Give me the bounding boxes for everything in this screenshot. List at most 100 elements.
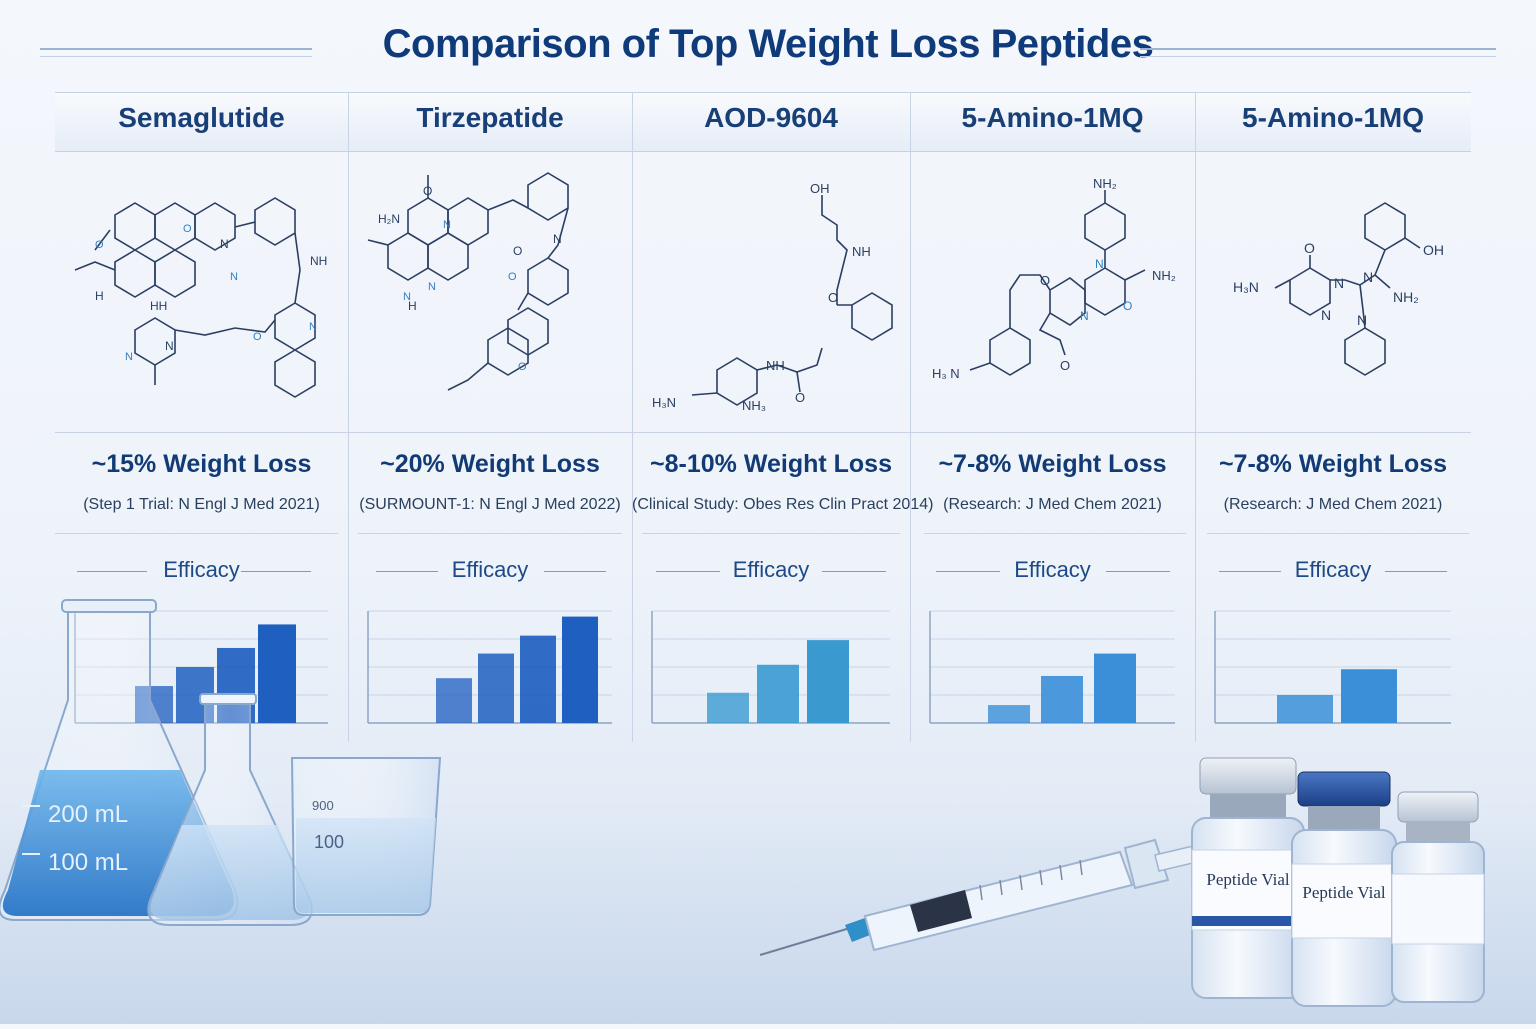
- column-divider: [1195, 92, 1196, 742]
- svg-text:N: N: [1334, 275, 1344, 291]
- efficacy-rule-right: [1385, 571, 1447, 572]
- nh2-label: NH₂: [1393, 289, 1419, 305]
- column-divider: [910, 92, 911, 742]
- efficacy-bar: [1341, 669, 1397, 723]
- efficacy-label: Efficacy: [1294, 557, 1372, 582]
- comparison-grid: Semaglutide O O N O N N: [55, 92, 1471, 742]
- efficacy-label: Efficacy: [163, 557, 240, 582]
- column-divider: [348, 92, 349, 742]
- svg-text:O: O: [423, 184, 432, 198]
- molecule-drawing: N O N O N H₂N O N H O: [367, 172, 569, 391]
- section-rule: [642, 533, 900, 534]
- svg-text:NH: NH: [310, 254, 327, 268]
- svg-text:O: O: [828, 290, 838, 305]
- column-name: AOD-9604: [704, 102, 838, 133]
- svg-text:N: N: [1080, 309, 1089, 323]
- nh3-label: NH₃: [742, 398, 766, 413]
- efficacy-chart-svg: [651, 610, 890, 724]
- efficacy-label: Efficacy: [1014, 557, 1091, 582]
- efficacy-rule-left: [936, 571, 1000, 572]
- efficacy-chart: [348, 607, 632, 727]
- molecule-structure: OH NH H₃N NH₃ NH O O: [632, 170, 910, 420]
- svg-text:O: O: [795, 390, 805, 405]
- efficacy-bar: [436, 678, 472, 723]
- title-rule-left: [40, 48, 312, 57]
- h3n-label: H₃N: [652, 395, 676, 410]
- svg-text:O: O: [513, 244, 522, 258]
- nh-label: NH: [852, 244, 871, 259]
- row-divider: [55, 432, 1471, 433]
- glassware-drawing: 200 mL 100 mL 900 100: [0, 599, 442, 926]
- svg-text:NH: NH: [766, 358, 785, 373]
- efficacy-rule-left: [656, 571, 720, 572]
- beaker-label-100: 100: [314, 832, 344, 852]
- citation: (Research: J Med Chem 2021): [943, 496, 1162, 513]
- efficacy-bar: [520, 635, 556, 723]
- column-5-amino-1mq: 5-Amino-1MQ N N O NH₂ NH₂ H₃ N O O: [910, 92, 1195, 742]
- header-bar: [55, 92, 1471, 152]
- svg-text:O: O: [95, 239, 104, 251]
- weight-loss-label: ~7-8% Weight Loss: [1218, 450, 1448, 478]
- svg-text:N: N: [1095, 257, 1104, 271]
- molecule-drawing: OH NH H₃N NH₃ NH O O: [652, 181, 893, 413]
- weight-loss-label: ~8-10% Weight Loss: [650, 450, 892, 478]
- svg-text:O: O: [1304, 240, 1315, 256]
- svg-text:O: O: [1040, 273, 1050, 288]
- efficacy-chart-svg: [1214, 610, 1451, 724]
- svg-text:N: N: [1357, 312, 1367, 328]
- syringe-and-vials: Peptide Vial Peptide Vial: [740, 740, 1536, 1024]
- citation: (Clinical Study: Obes Res Clin Pract 201…: [632, 496, 934, 513]
- efficacy-rule-left: [1219, 571, 1281, 572]
- syringe: [759, 838, 1215, 956]
- efficacy-bar: [1041, 675, 1083, 723]
- svg-text:O: O: [518, 361, 527, 373]
- column-aod-9604: AOD-9604 OH NH H₃N NH₃ NH O O ~8-10% Weigh…: [632, 92, 934, 742]
- flask-label-200: 200 mL: [48, 801, 128, 828]
- syringe-vials-drawing: Peptide Vial Peptide Vial: [759, 757, 1485, 1007]
- svg-text:O: O: [253, 331, 262, 343]
- svg-text:N: N: [428, 281, 436, 293]
- efficacy-bar: [1094, 653, 1136, 723]
- svg-text:H: H: [408, 299, 417, 313]
- section-rule: [358, 533, 622, 534]
- column-name: Tirzepatide: [416, 102, 564, 133]
- efficacy-rule-left: [376, 571, 438, 572]
- citation: (Step 1 Trial: N Engl J Med 2021): [83, 496, 320, 513]
- section-rule: [1207, 533, 1469, 534]
- efficacy-rule-right: [241, 571, 311, 572]
- efficacy-rule-right: [822, 571, 886, 572]
- page-title: Comparison of Top Weight Loss Peptides: [382, 22, 1154, 66]
- svg-text:O: O: [183, 223, 192, 235]
- page-title-wrap: Comparison of Top Weight Loss Peptides: [0, 22, 1536, 67]
- molecule-drawing: N N O NH₂ NH₂ H₃ N O O: [932, 176, 1176, 381]
- peptide-vial-2: Peptide Vial: [1291, 771, 1397, 1007]
- efficacy-rule-right: [544, 571, 606, 572]
- svg-text:O: O: [508, 271, 517, 283]
- svg-text:N: N: [1363, 269, 1373, 285]
- weight-loss-label: ~15% Weight Loss: [91, 450, 312, 478]
- beaker-label-900: 900: [312, 798, 334, 813]
- column-tirzepatide: Tirzepatide N O N O N: [348, 92, 632, 742]
- section-rule: [924, 533, 1186, 534]
- molecule-structure: N O N O N H₂N O N H O: [348, 170, 632, 420]
- efficacy-chart-svg: [367, 610, 612, 724]
- column-divider: [632, 92, 633, 742]
- weight-loss-label: ~7-8% Weight Loss: [938, 450, 1167, 478]
- column-name: 5-Amino-1MQ: [961, 102, 1144, 133]
- svg-text:HH: HH: [150, 299, 167, 313]
- citation: (SURMOUNT-1: N Engl J Med 2022): [359, 496, 621, 513]
- peptide-vial-3: [1391, 791, 1485, 1003]
- column-name: 5-Amino-1MQ: [1242, 102, 1424, 133]
- efficacy-bar: [988, 705, 1030, 723]
- h3n-label: H₃ N: [932, 366, 960, 381]
- column-name: Semaglutide: [118, 102, 285, 133]
- peptide-vial-1: Peptide Vial: [1191, 757, 1305, 999]
- efficacy-bar: [757, 664, 799, 723]
- efficacy-bar: [1277, 695, 1333, 723]
- h3n-label: H₃N: [1233, 279, 1259, 295]
- efficacy-bar: [807, 640, 849, 723]
